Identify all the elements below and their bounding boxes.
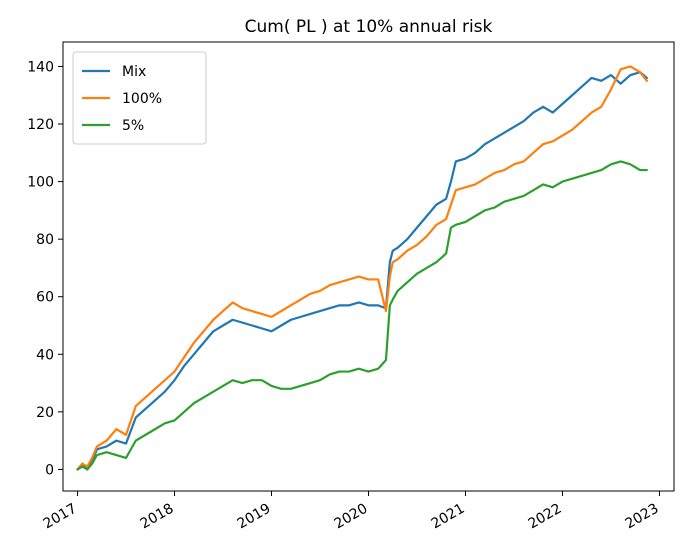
x-tick-label: 2023 [623, 501, 662, 533]
y-tick-label: 0 [45, 462, 54, 478]
x-tick-label: 2019 [235, 501, 274, 533]
y-tick-label: 80 [36, 232, 54, 248]
chart-title: Cum( PL ) at 10% annual risk [245, 17, 493, 37]
y-tick-label: 120 [27, 117, 54, 133]
series-lines [76, 65, 648, 471]
x-tick-label: 2018 [138, 501, 177, 533]
series-line-0 [76, 71, 648, 471]
plot-frame [62, 41, 675, 492]
y-tick-label: 140 [27, 59, 54, 75]
legend: Mix 100% 5% [72, 51, 207, 145]
y-tick-label: 40 [36, 347, 54, 363]
series-line-1 [76, 65, 648, 471]
legend-label: 5% [122, 118, 144, 134]
x-tick-label: 2021 [429, 501, 468, 533]
series-line-2 [76, 160, 648, 471]
y-tick-label: 100 [27, 175, 54, 191]
x-tick-label: 2020 [332, 501, 371, 533]
x-tick-label: 2017 [41, 501, 80, 533]
y-tick-label: 20 [36, 405, 54, 421]
x-tick-label: 2022 [526, 501, 565, 533]
y-tick-label: 60 [36, 290, 54, 306]
legend-label: 100% [122, 91, 162, 107]
legend-label: Mix [122, 64, 146, 80]
legend-box [72, 51, 207, 145]
